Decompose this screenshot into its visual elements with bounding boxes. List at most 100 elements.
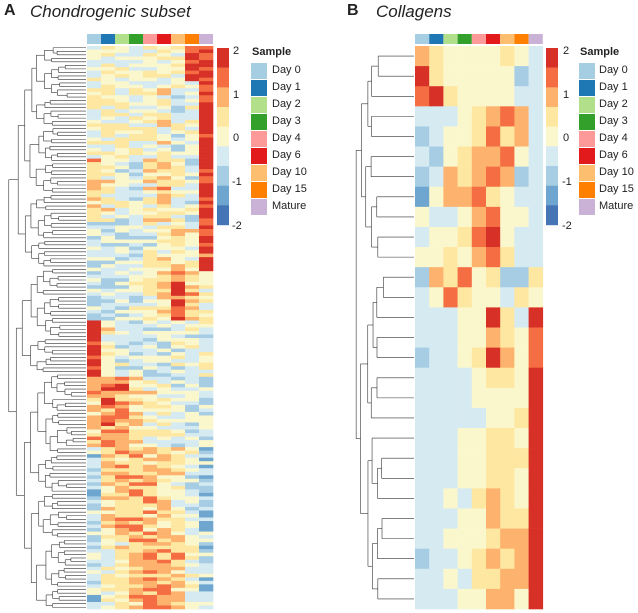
- heatmap-a-cell: [101, 489, 116, 494]
- heatmap-a-cell: [101, 397, 116, 402]
- heatmap-a-cell: [129, 207, 144, 212]
- heatmap-a-cell: [199, 380, 214, 385]
- heatmap-b-cell: [486, 186, 501, 208]
- heatmap-a-cell: [87, 105, 102, 110]
- heatmap-a-cell: [171, 390, 186, 395]
- heatmap-a-cell: [199, 232, 214, 237]
- heatmap-a-cell: [143, 397, 158, 402]
- heatmap-a-cell: [87, 211, 102, 216]
- heatmap-b-cell: [429, 327, 444, 348]
- heatmap-a-cell: [101, 513, 116, 518]
- heatmap-a-cell: [143, 67, 158, 71]
- heatmap-a-cell: [129, 373, 144, 378]
- heatmap-a-column-header: [185, 34, 199, 44]
- heatmap-a-cell: [199, 88, 214, 93]
- heatmap-a-cell: [115, 169, 130, 173]
- heatmap-a-cell: [185, 70, 200, 75]
- heatmap-a-cell: [157, 450, 172, 455]
- heatmap-a-cell: [143, 390, 158, 395]
- heatmap-a-cell: [87, 408, 102, 413]
- heatmap-a-cell: [157, 587, 172, 592]
- heatmap-b-cell: [528, 46, 544, 67]
- heatmap-a-cell: [101, 503, 116, 508]
- heatmap-a-cell: [157, 288, 172, 293]
- heatmap-a-cell: [143, 165, 158, 170]
- heatmap-a-cell: [199, 292, 214, 297]
- heatmap-a-cell: [143, 60, 158, 64]
- colorbar-b-tick-m1: -1: [562, 176, 572, 188]
- heatmap-b-cell: [514, 146, 529, 167]
- heatmap-a-cell: [143, 204, 158, 209]
- heatmap-a-cell: [143, 355, 158, 360]
- heatmap-a-cell: [115, 218, 130, 223]
- heatmap-a-cell: [115, 179, 130, 184]
- heatmap-a-cell: [101, 542, 116, 546]
- heatmap-a-cell: [143, 601, 158, 606]
- heatmap-a-cell: [101, 454, 116, 458]
- heatmap-a-cell: [87, 183, 102, 188]
- heatmap-a-cell: [143, 496, 158, 501]
- heatmap-a-cell: [143, 299, 158, 304]
- heatmap-a-cell: [129, 228, 144, 233]
- heatmap-a-cell: [101, 299, 116, 304]
- heatmap-a-cell: [129, 440, 144, 444]
- heatmap-a-cell: [157, 274, 172, 279]
- heatmap-b-cell: [471, 106, 487, 127]
- heatmap-b-cell: [500, 126, 515, 147]
- heatmap-a-cell: [87, 454, 102, 458]
- heatmap-a-cell: [199, 116, 214, 121]
- heatmap-a-cell: [129, 387, 144, 392]
- heatmap-a-cell: [87, 225, 102, 230]
- heatmap-a-cell: [199, 440, 214, 444]
- heatmap-a-cell: [199, 570, 214, 575]
- heatmap-a-cell: [87, 366, 102, 371]
- heatmap-a-cell: [157, 109, 172, 114]
- heatmap-a-cell: [171, 510, 186, 515]
- heatmap-a-cell: [129, 88, 144, 93]
- colorbar-b-tick-2: 2: [563, 45, 570, 57]
- heatmap-a-cell: [143, 489, 158, 494]
- heatmap-a-cell: [129, 341, 144, 346]
- heatmap-a-cell: [115, 211, 130, 216]
- heatmap-b-cell: [471, 428, 487, 449]
- heatmap-b-cell: [415, 206, 430, 228]
- heatmap-b-cell: [443, 327, 458, 348]
- heatmap-a-cell: [143, 418, 158, 423]
- heatmap-b-cell: [528, 327, 544, 348]
- heatmap-a-cell: [129, 352, 144, 356]
- heatmap-a-cell: [171, 418, 186, 423]
- heatmap-b-cell: [443, 508, 458, 529]
- colorbar-b-segment: [546, 107, 558, 127]
- heatmap-a-cell: [101, 457, 116, 462]
- heatmap-a-cell: [87, 598, 102, 603]
- heatmap-a-cell: [171, 345, 186, 349]
- heatmap-b-cell: [457, 287, 473, 308]
- heatmap-a-cell: [129, 566, 144, 571]
- heatmap-a-cell: [143, 257, 158, 261]
- heatmap-a-cell: [199, 225, 214, 230]
- heatmap-a-cell: [185, 144, 200, 149]
- heatmap-a-cell: [115, 257, 130, 261]
- heatmap-b-cell: [486, 86, 501, 107]
- heatmap-a-cell: [87, 56, 102, 61]
- heatmap-b-cell: [528, 367, 544, 389]
- heatmap-a-cell: [199, 190, 214, 195]
- heatmap-a-cell: [199, 126, 214, 131]
- heatmap-a-cell: [157, 598, 172, 603]
- heatmap-a-cell: [185, 517, 200, 522]
- heatmap-b-cell: [528, 267, 544, 288]
- heatmap-a-cell: [185, 84, 200, 89]
- heatmap-a-cell: [129, 309, 144, 314]
- heatmap-a-cell: [185, 98, 200, 103]
- heatmap-a-cell: [199, 162, 214, 166]
- heatmap-a-cell: [143, 179, 158, 184]
- heatmap-a-cell: [115, 580, 130, 585]
- heatmap-a-cell: [157, 257, 172, 261]
- heatmap-a-cell: [199, 316, 214, 321]
- heatmap-a-cell: [129, 552, 144, 557]
- heatmap-a-cell: [143, 313, 158, 318]
- heatmap-a-cell: [143, 260, 158, 265]
- heatmap-a-cell: [101, 531, 116, 536]
- heatmap-a-cell: [199, 60, 214, 64]
- heatmap-a-cell: [171, 492, 186, 497]
